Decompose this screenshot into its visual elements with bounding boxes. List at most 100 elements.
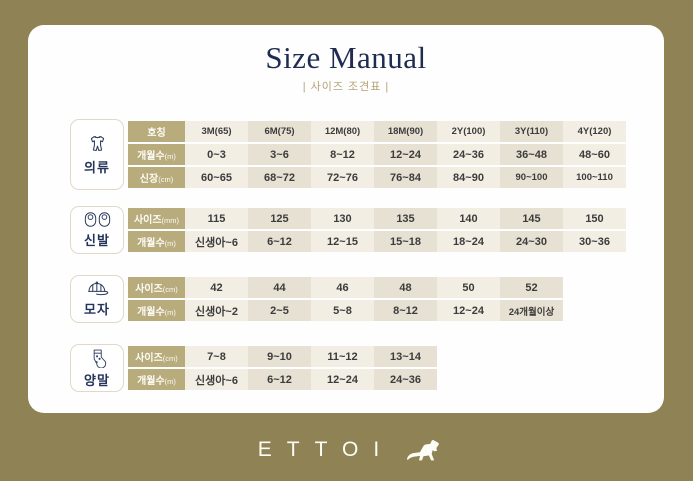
cap-icon [85,280,110,297]
size-section-hats: 모자 사이즈(cm) 42 44 46 48 50 52 개월수(m) 신생아~2 2~5 5~8 8… [70,275,664,324]
category-box: 모자 [70,275,124,324]
size-cell: 8~12 [311,144,374,166]
size-cell: 44 [248,277,311,299]
size-cell: 145 [500,208,563,230]
size-cell: 9~10 [248,346,311,368]
size-cell: 100~110 [563,167,626,189]
row-header-cell: 신장(cm) [128,167,185,189]
size-section-clothing: 의류 호칭 3M(65) 6M(75) 12M(80) 18M(90) 2Y(100) 3Y… [70,119,664,191]
table-row: 사이즈(cm) 42 44 46 48 50 52 [128,277,563,299]
size-cell: 7~8 [185,346,248,368]
size-cell: 125 [248,208,311,230]
size-cell: 5~8 [311,300,374,322]
size-cell: 4Y(120) [563,121,626,143]
table-row: 개월수(m) 0~3 3~6 8~12 12~24 24~36 36~48 48~60 [128,144,626,166]
table-row: 개월수(m) 신생아~6 6~12 12~15 15~18 18~24 24~30 30~36 [128,231,626,253]
row-header-cell: 호칭 [128,121,185,143]
table-row: 개월수(m) 신생아~6 6~12 12~24 24~36 [128,369,437,391]
category-label: 양말 [84,372,110,388]
size-table: 사이즈(cm) 7~8 9~10 11~12 13~14 개월수(m) 신생아~6 6~12 1… [128,344,437,392]
size-cell: 6~12 [248,231,311,253]
size-cell: 84~90 [437,167,500,189]
size-cell: 0~3 [185,144,248,166]
size-table: 호칭 3M(65) 6M(75) 12M(80) 18M(90) 2Y(100) 3Y(11… [128,119,626,190]
size-cell: 24~30 [500,231,563,253]
size-table: 사이즈(cm) 42 44 46 48 50 52 개월수(m) 신생아~2 2~5 5~8 8~12… [128,275,563,323]
size-cell: 2~5 [248,300,311,322]
size-cell: 42 [185,277,248,299]
size-cell: 3Y(110) [500,121,563,143]
size-table: 사이즈(mm) 115 125 130 135 140 145 150 개월수(m) 신생아~6 6… [128,206,626,254]
size-cell: 115 [185,208,248,230]
page-title: Size Manual [265,40,427,75]
category-box: 의류 [70,119,124,191]
size-cell: 50 [437,277,500,299]
size-cell: 52 [500,277,563,299]
sock-icon [88,348,107,369]
row-header-cell: 개월수(m) [128,369,185,391]
size-cell: 13~14 [374,346,437,368]
size-cell: 24개월이상 [500,300,563,322]
size-cell: 12~24 [437,300,500,322]
size-cell: 15~18 [374,231,437,253]
size-cell: 140 [437,208,500,230]
size-cell: 30~36 [563,231,626,253]
size-cell: 24~36 [374,369,437,391]
size-cell: 12~24 [374,144,437,166]
row-header-cell: 개월수(m) [128,144,185,166]
table-row: 사이즈(cm) 7~8 9~10 11~12 13~14 [128,346,437,368]
category-label: 의류 [84,159,110,175]
size-section-socks: 양말 사이즈(cm) 7~8 9~10 11~12 13~14 개월수(m) 신생아~6 6~… [70,344,664,393]
category-label: 신발 [84,233,110,249]
size-cell: 46 [311,277,374,299]
category-box: 양말 [70,344,124,393]
size-cell: 6~12 [248,369,311,391]
size-cell: 24~36 [437,144,500,166]
size-cell: 6M(75) [248,121,311,143]
size-cell: 68~72 [248,167,311,189]
row-header-cell: 사이즈(mm) [128,208,185,230]
page-subtitle: | 사이즈 조견표 | [302,81,390,94]
horse-icon [404,434,450,465]
size-cell: 12~24 [311,369,374,391]
size-cell: 76~84 [374,167,437,189]
category-label: 모자 [84,302,110,318]
onesie-icon [86,134,109,155]
row-header-cell: 개월수(m) [128,300,185,322]
size-section-shoes: 신발 사이즈(mm) 115 125 130 135 140 145 150 개월수(m) 신생아… [70,206,664,255]
size-cell: 18M(90) [374,121,437,143]
baby-shoes-icon [84,211,111,228]
size-cell: 90~100 [500,167,563,189]
size-manual-card: Size Manual | 사이즈 조견표 | 의류 호칭 3M(65) 6M(75… [28,25,664,413]
table-row: 개월수(m) 신생아~2 2~5 5~8 8~12 12~24 24개월이상 [128,300,563,322]
size-cell: 3~6 [248,144,311,166]
size-cell: 60~65 [185,167,248,189]
size-cell: 48 [374,277,437,299]
size-cell: 8~12 [374,300,437,322]
table-row: 신장(cm) 60~65 68~72 72~76 76~84 84~90 90~100 100… [128,167,626,189]
row-header-cell: 사이즈(cm) [128,346,185,368]
table-row: 사이즈(mm) 115 125 130 135 140 145 150 [128,208,626,230]
size-cell: 72~76 [311,167,374,189]
size-cell: 130 [311,208,374,230]
size-cell: 12M(80) [311,121,374,143]
size-cell: 36~48 [500,144,563,166]
row-header-cell: 개월수(m) [128,231,185,253]
size-cell: 150 [563,208,626,230]
size-cell: 신생아~6 [185,231,248,253]
category-box: 신발 [70,206,124,255]
size-cell: 2Y(100) [437,121,500,143]
table-row: 호칭 3M(65) 6M(75) 12M(80) 18M(90) 2Y(100) 3Y(11… [128,121,626,143]
brand-logo-text: ETTOI [257,437,395,461]
brand-logo: ETTOI [0,429,693,469]
size-cell: 신생아~6 [185,369,248,391]
size-cell: 18~24 [437,231,500,253]
size-sections: 의류 호칭 3M(65) 6M(75) 12M(80) 18M(90) 2Y(100) 3Y… [28,119,664,393]
size-cell: 3M(65) [185,121,248,143]
size-cell: 48~60 [563,144,626,166]
size-cell: 11~12 [311,346,374,368]
size-cell: 12~15 [311,231,374,253]
size-cell: 신생아~2 [185,300,248,322]
size-cell: 135 [374,208,437,230]
row-header-cell: 사이즈(cm) [128,277,185,299]
